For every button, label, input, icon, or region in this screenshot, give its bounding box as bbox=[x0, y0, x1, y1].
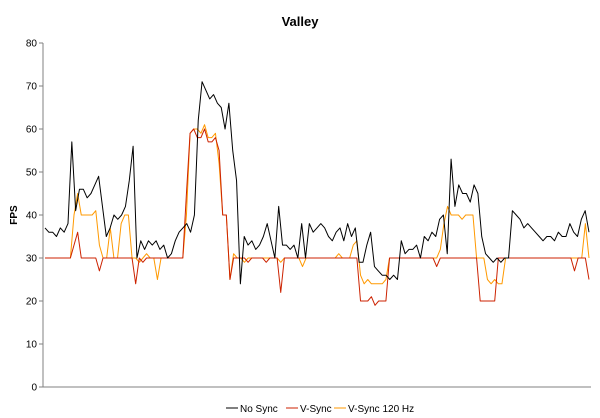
legend-label-v-sync: V-Sync bbox=[300, 404, 332, 415]
chart-title: Valley bbox=[282, 14, 320, 29]
series-line-v-sync-120-hz bbox=[45, 124, 590, 285]
legend-label-v-sync-120: V-Sync 120 Hz bbox=[348, 404, 414, 415]
legend: No Sync V-Sync V-Sync 120 Hz bbox=[226, 404, 414, 415]
y-tick-label: 70 bbox=[26, 82, 38, 93]
y-tick-label: 60 bbox=[26, 125, 38, 136]
y-axis-label: FPS bbox=[9, 205, 20, 225]
y-tick-label: 80 bbox=[26, 39, 38, 50]
y-tick-label: 40 bbox=[26, 211, 38, 222]
series-line-no-sync bbox=[44, 81, 590, 285]
y-tick-label: 20 bbox=[26, 297, 38, 308]
y-tick-label: 10 bbox=[26, 340, 38, 351]
y-tick-label: 30 bbox=[26, 254, 38, 265]
y-tick-label: 50 bbox=[26, 168, 38, 179]
series-line-v-sync bbox=[45, 128, 590, 306]
y-tick-label: 0 bbox=[31, 383, 37, 394]
legend-label-no-sync: No Sync bbox=[240, 404, 278, 415]
